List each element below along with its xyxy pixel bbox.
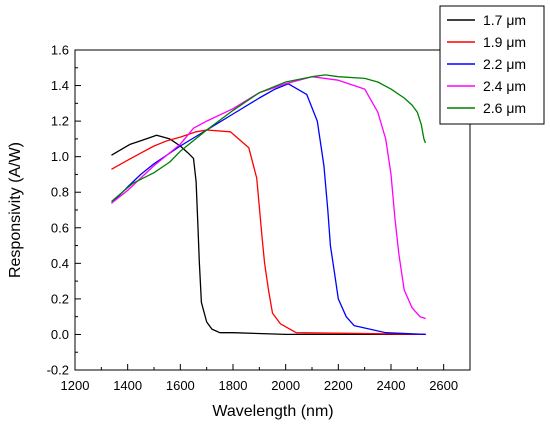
x-tick-label: 1800 [219,378,248,393]
y-tick-label: 0.2 [51,291,69,306]
legend-label-5: 2.6 μm [483,100,526,116]
series-line-1 [111,134,426,336]
y-tick-label: 0.8 [51,185,69,200]
y-tick-label: 1.0 [51,149,69,164]
x-tick-label: 2400 [377,378,406,393]
series-line-4 [111,76,426,320]
y-tick-label: 0.6 [51,220,69,235]
y-tick-label: 1.6 [51,43,69,58]
y-axis-label: Responsivity (A/W) [7,142,24,278]
series-line-2 [111,129,426,336]
x-tick-label: 2200 [324,378,353,393]
series-line-3 [111,83,426,336]
series-line-5 [111,74,426,202]
series-lines [111,74,426,336]
x-tick-label: 1200 [61,378,90,393]
legend-box [439,5,545,125]
x-tick-label: 2600 [429,378,458,393]
plot-frame [74,49,471,371]
legend-label-3: 2.2 μm [483,56,526,72]
legend: 1.7 μm 1.9 μm 2.2 μm 2.4 μm 2.6 μm [439,5,545,125]
legend-label-1: 1.7 μm [483,12,526,28]
x-tick-label: 1400 [113,378,142,393]
legend-label-2: 1.9 μm [483,34,526,50]
x-axis-label: Wavelength (nm) [212,403,333,420]
x-tick-label: 2000 [271,378,300,393]
y-tick-label: 1.2 [51,114,69,129]
y-tick-label: 1.4 [51,78,69,93]
legend-label-4: 2.4 μm [483,78,526,94]
y-tick-label: 0.4 [51,256,69,271]
y-tick-label: -0.2 [47,363,69,378]
y-tick-label: 0.0 [51,327,69,342]
axis-ticks: 1200 1400 1600 1800 2000 2200 2400 2600 -0.2 0.0 0… [47,43,459,394]
x-tick-label: 1600 [166,378,195,393]
